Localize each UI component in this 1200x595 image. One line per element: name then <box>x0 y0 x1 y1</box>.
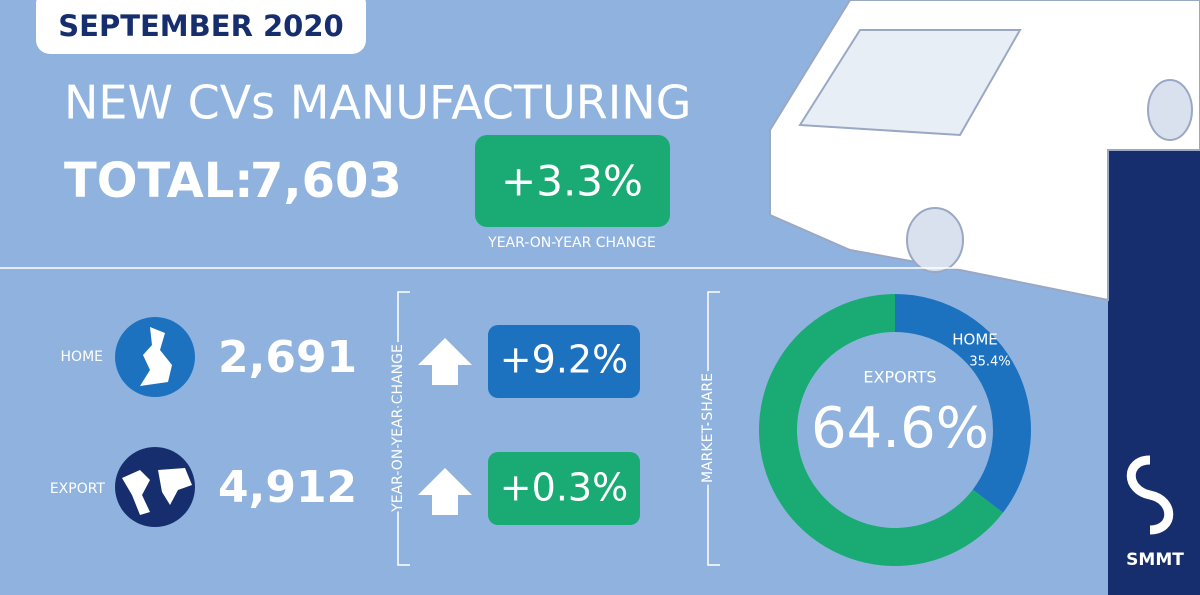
total-change: +3.3% <box>501 157 643 206</box>
export-label: EXPORT <box>50 481 106 497</box>
total-change-label: YEAR-ON-YEAR CHANGE <box>487 235 656 251</box>
segment-label: EXPORTS <box>863 368 936 387</box>
yoy-label: YEAR-ON-YEAR CHANGE <box>390 344 406 513</box>
export-change-box <box>488 452 640 525</box>
donut-segment <box>758 294 1003 567</box>
market-share-label: MARKET SHARE <box>700 373 716 483</box>
date-box <box>36 0 366 54</box>
uk-shape <box>140 327 172 386</box>
home-change-box <box>488 325 640 398</box>
home-label: HOME <box>61 349 103 365</box>
segment-value: 35.4% <box>969 355 1010 370</box>
total-value: 7,603 <box>250 153 402 209</box>
arrow-up <box>418 468 472 515</box>
side-strip <box>1108 150 1200 595</box>
arrow-up <box>418 338 472 385</box>
export-value: 4,912 <box>218 462 357 513</box>
share-bracket <box>707 291 720 566</box>
logo-text: SMMT <box>1126 550 1184 570</box>
segment-label: HOME <box>952 331 998 349</box>
yoy-bracket <box>397 291 410 566</box>
home-value: 2,691 <box>218 332 357 383</box>
donut-chart: HOME 35.4% EXPORTS 64.6% <box>758 294 1031 567</box>
total-label: TOTAL: <box>64 153 254 209</box>
home-change: +9.2% <box>500 338 628 382</box>
segment-value: 64.6% <box>811 396 989 461</box>
title: NEW CVs MANUFACTURING <box>64 76 691 130</box>
van-illustration <box>769 0 1200 302</box>
total-change-box <box>475 135 670 227</box>
logo-mark <box>1126 455 1174 535</box>
donut-segment <box>895 294 1031 513</box>
globe-shape <box>122 468 192 515</box>
date: SEPTEMBER 2020 <box>58 9 343 43</box>
export-change: +0.3% <box>500 466 628 510</box>
globe-icon <box>115 447 195 527</box>
